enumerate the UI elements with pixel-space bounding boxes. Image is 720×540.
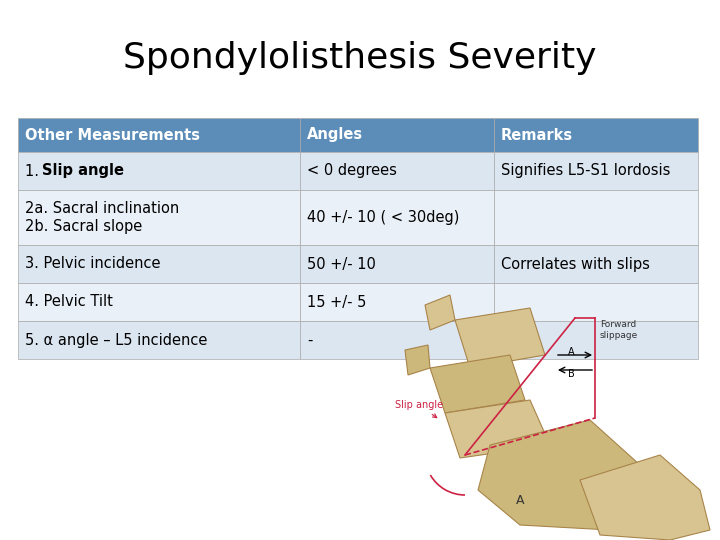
Bar	[300, 283, 494, 321]
Bar	[18, 118, 300, 152]
Text: 50 +/- 10: 50 +/- 10	[307, 256, 376, 272]
Bar	[18, 321, 300, 359]
Text: 2a. Sacral inclination
2b. Sacral slope: 2a. Sacral inclination 2b. Sacral slope	[25, 201, 179, 234]
Text: 3. Pelvic incidence: 3. Pelvic incidence	[25, 256, 161, 272]
Text: Angles: Angles	[307, 127, 364, 143]
Polygon shape	[478, 420, 650, 530]
Polygon shape	[430, 355, 525, 413]
Bar	[494, 245, 698, 283]
Text: < 0 degrees: < 0 degrees	[307, 164, 397, 179]
Text: A: A	[568, 347, 575, 357]
Text: 1.: 1.	[25, 164, 44, 179]
Text: Slip angle: Slip angle	[395, 400, 443, 417]
Bar	[18, 283, 300, 321]
Polygon shape	[445, 400, 550, 458]
Text: Forward
slippage: Forward slippage	[600, 320, 638, 340]
Bar	[300, 321, 494, 359]
Bar	[300, 190, 494, 245]
Text: -: -	[307, 333, 312, 348]
Text: Remarks: Remarks	[501, 127, 573, 143]
Polygon shape	[405, 345, 430, 375]
Text: A: A	[516, 494, 524, 507]
Text: Slip angle: Slip angle	[42, 164, 124, 179]
Bar	[300, 245, 494, 283]
Text: 40 +/- 10 ( < 30deg): 40 +/- 10 ( < 30deg)	[307, 210, 459, 225]
Polygon shape	[455, 308, 545, 368]
Bar	[300, 118, 494, 152]
Text: 5. α angle – L5 incidence: 5. α angle – L5 incidence	[25, 333, 207, 348]
Bar	[494, 118, 698, 152]
Bar	[494, 283, 698, 321]
Bar	[18, 152, 300, 190]
Polygon shape	[425, 295, 455, 330]
Text: Spondylolisthesis Severity: Spondylolisthesis Severity	[123, 41, 597, 75]
Bar	[18, 245, 300, 283]
Text: 4. Pelvic Tilt: 4. Pelvic Tilt	[25, 294, 113, 309]
Bar	[300, 152, 494, 190]
Text: Signifies L5-S1 lordosis: Signifies L5-S1 lordosis	[501, 164, 670, 179]
Bar	[494, 152, 698, 190]
Bar	[494, 321, 698, 359]
Text: Correlates with slips: Correlates with slips	[501, 256, 650, 272]
Text: 15 +/- 5: 15 +/- 5	[307, 294, 366, 309]
Text: Other Measurements: Other Measurements	[25, 127, 200, 143]
Bar	[18, 190, 300, 245]
Polygon shape	[580, 455, 710, 540]
Text: B: B	[568, 369, 575, 379]
Bar	[494, 190, 698, 245]
